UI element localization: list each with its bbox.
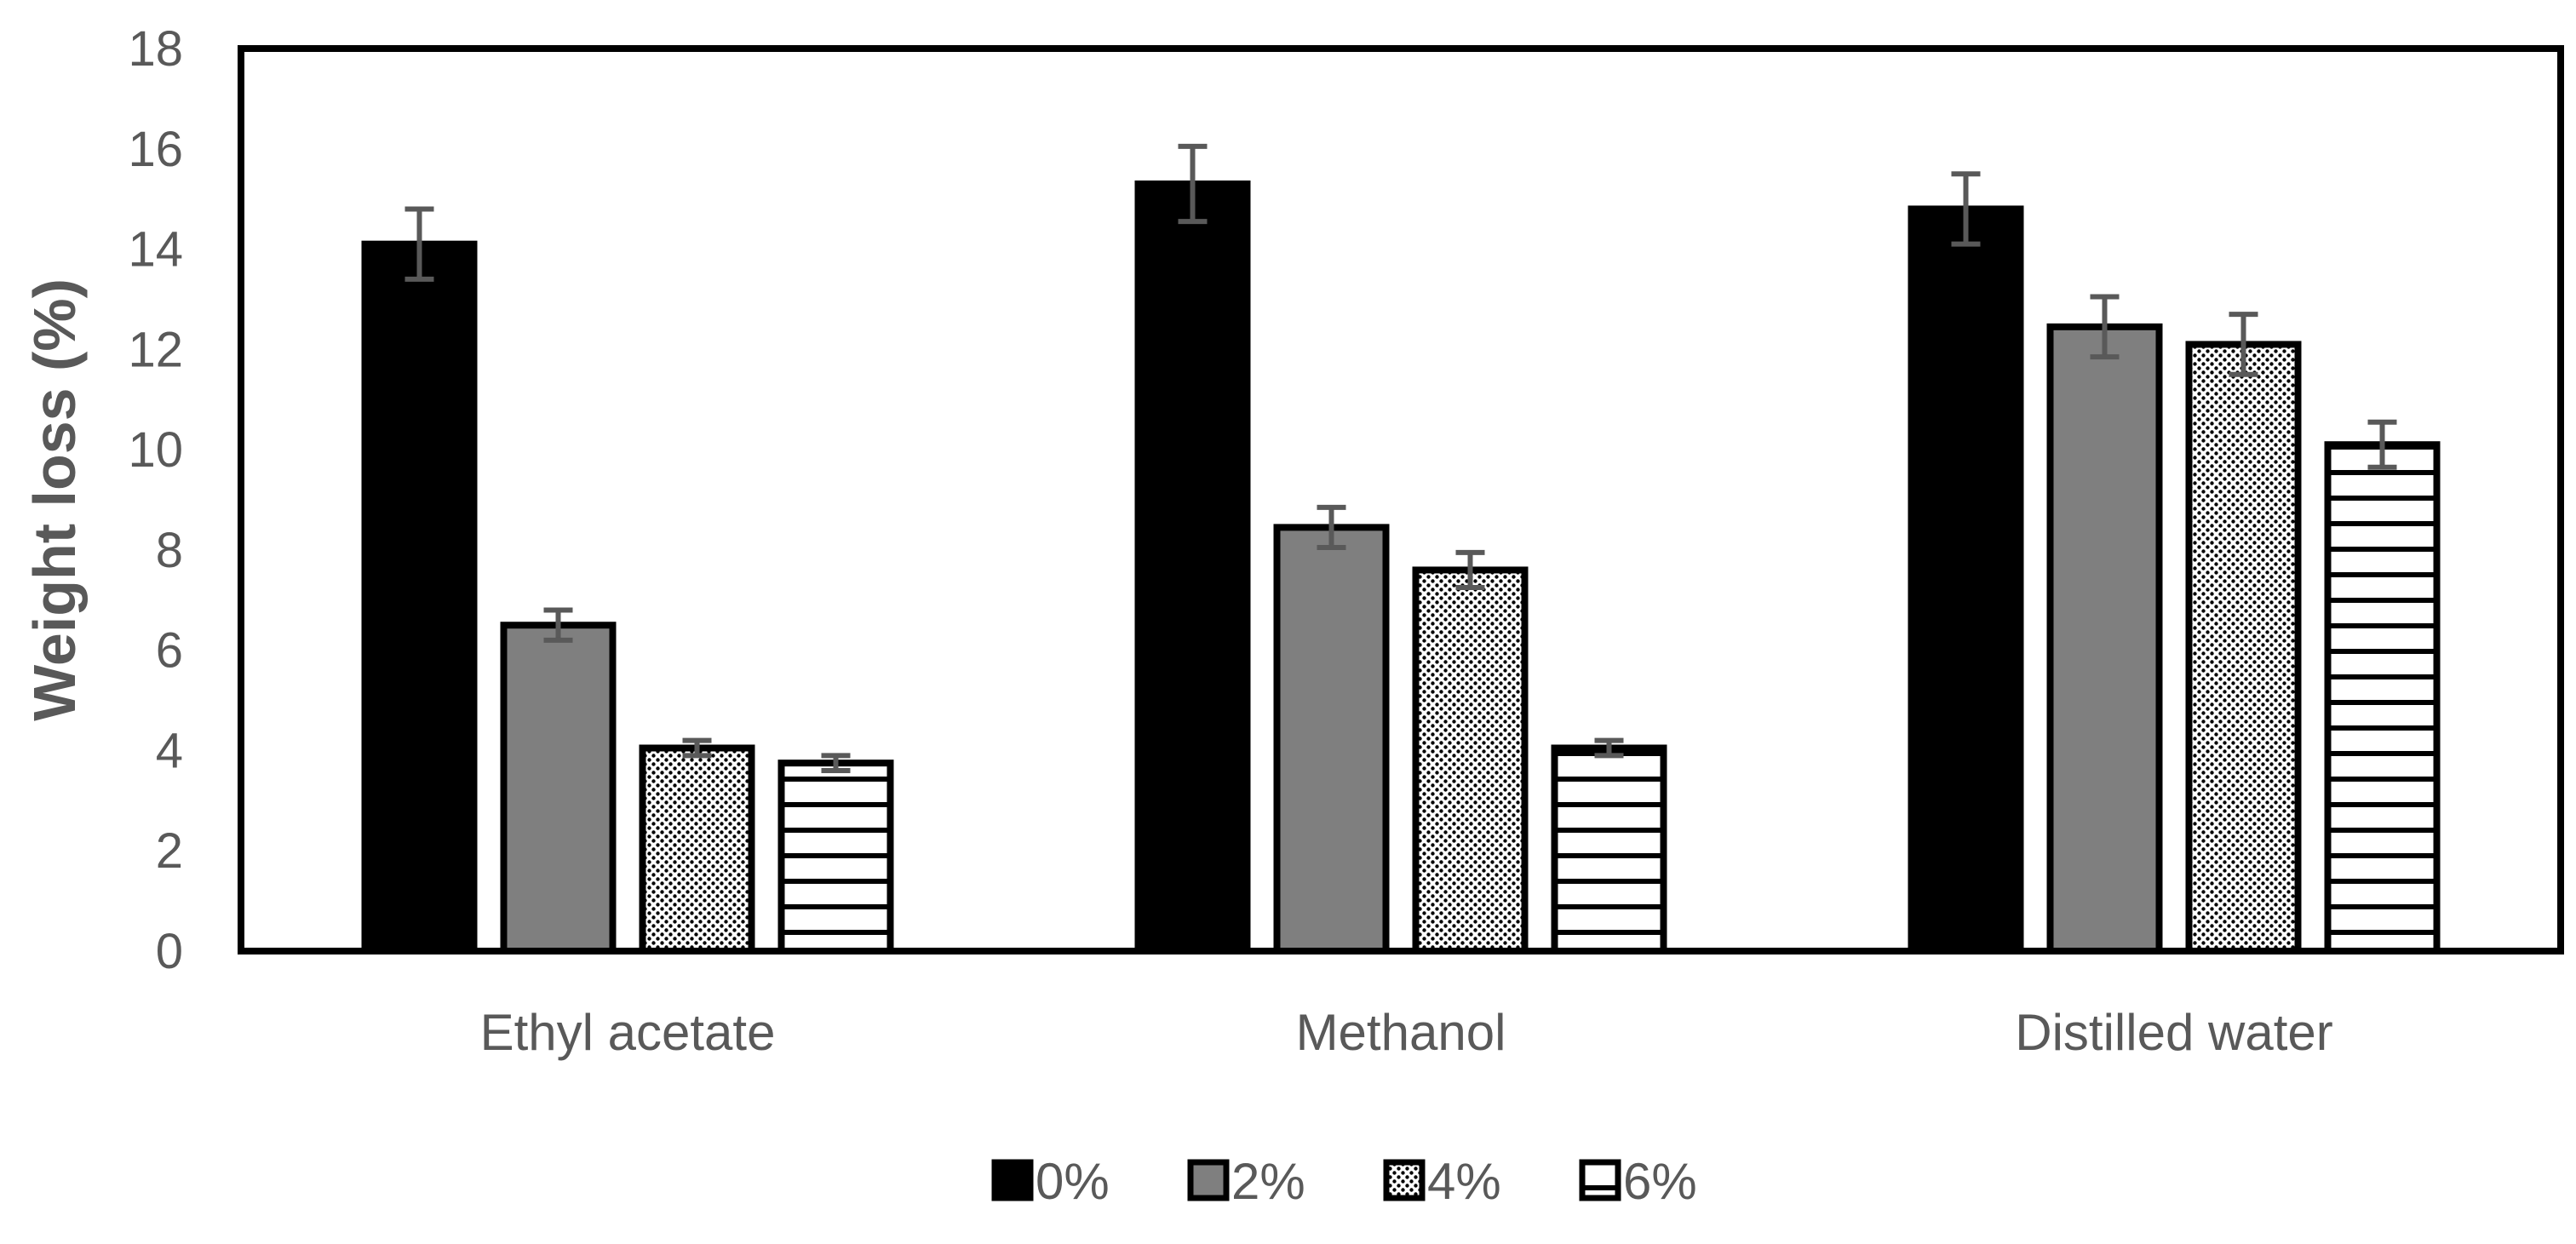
y-tick-label: 12 xyxy=(128,322,183,377)
y-tick-label: 6 xyxy=(156,623,183,679)
y-tick-label: 8 xyxy=(156,523,183,578)
bar xyxy=(2185,341,2302,954)
legend-label: 2% xyxy=(1231,1153,1305,1210)
bar xyxy=(639,744,755,954)
y-tick-label: 0 xyxy=(156,924,183,979)
plot-area-frame xyxy=(238,45,2564,954)
bar xyxy=(1412,566,1529,954)
y-tick-label: 4 xyxy=(156,723,183,778)
legend-label: 0% xyxy=(1036,1153,1110,1210)
y-tick-label: 2 xyxy=(156,823,183,879)
legend-label: 6% xyxy=(1623,1153,1697,1210)
x-category-label: Methanol xyxy=(1296,1004,1506,1061)
bar xyxy=(777,760,894,955)
y-axis-ticks: 0 2 4 6 8 10 12 14 16 18 xyxy=(128,21,183,979)
legend: 0% 2% 4% 6% xyxy=(991,1153,1697,1210)
x-category-label: Ethyl acetate xyxy=(480,1004,776,1061)
y-tick-label: 18 xyxy=(128,21,183,77)
bar xyxy=(361,240,478,954)
x-category-label: Distilled water xyxy=(2015,1004,2332,1061)
x-axis-categories: Ethyl acetate Methanol Distilled water xyxy=(480,1004,2333,1061)
bar xyxy=(2324,441,2441,954)
legend-label: 4% xyxy=(1427,1153,1501,1210)
y-tick-label: 16 xyxy=(128,122,183,177)
bar xyxy=(2046,323,2163,955)
bar xyxy=(1908,205,2024,954)
y-tick-label: 14 xyxy=(128,222,183,278)
y-tick-label: 10 xyxy=(128,422,183,478)
legend-swatch xyxy=(991,1159,1034,1201)
error-bars xyxy=(404,143,2397,773)
legend-swatch xyxy=(1579,1159,1621,1201)
legend-swatch xyxy=(1187,1159,1230,1201)
legend-swatch xyxy=(1383,1159,1426,1201)
bar xyxy=(1134,181,1251,954)
bar xyxy=(500,622,617,954)
bar xyxy=(1551,744,1667,954)
y-axis-title: Weight loss (%) xyxy=(21,278,88,721)
bar xyxy=(1273,524,1390,955)
